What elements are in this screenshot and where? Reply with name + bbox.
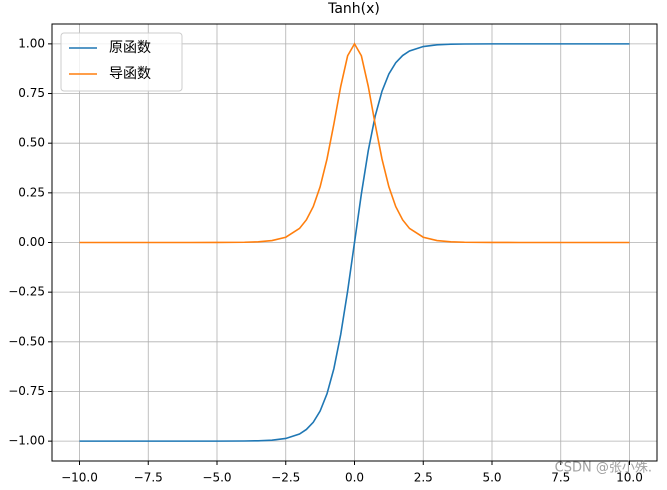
watermark: CSDN @张小殊. [555, 461, 652, 476]
x-tick-label: −7.5 [134, 471, 163, 485]
x-tick-label: 2.5 [414, 471, 433, 485]
x-tick-label: 7.5 [551, 471, 570, 485]
y-tick-label: −0.50 [8, 334, 45, 348]
chart-title: Tanh(x) [327, 1, 380, 17]
y-tick-label: −0.75 [8, 384, 45, 398]
x-tick-label: −5.0 [202, 471, 231, 485]
y-tick-label: 1.00 [18, 36, 45, 50]
y-tick-label: 0.50 [18, 136, 45, 150]
y-tick-label: 0.75 [18, 86, 45, 100]
y-tick-label: 0.00 [18, 235, 45, 249]
line [79, 42, 630, 244]
x-tick-label: 5.0 [482, 471, 501, 485]
x-tick-label: −10.0 [61, 471, 98, 485]
y-tick-label: −0.25 [8, 285, 45, 299]
legend-label: 原函数 [109, 40, 151, 56]
y-tick-label: 0.25 [18, 185, 45, 199]
line [79, 43, 630, 442]
x-tick-label: 10.0 [616, 471, 643, 485]
x-tick-label: 0.0 [345, 471, 364, 485]
plot-frame [51, 23, 658, 462]
x-tick-label: −2.5 [271, 471, 300, 485]
y-tick-label: −1.00 [8, 434, 45, 448]
legend-label: 导函数 [109, 66, 151, 82]
